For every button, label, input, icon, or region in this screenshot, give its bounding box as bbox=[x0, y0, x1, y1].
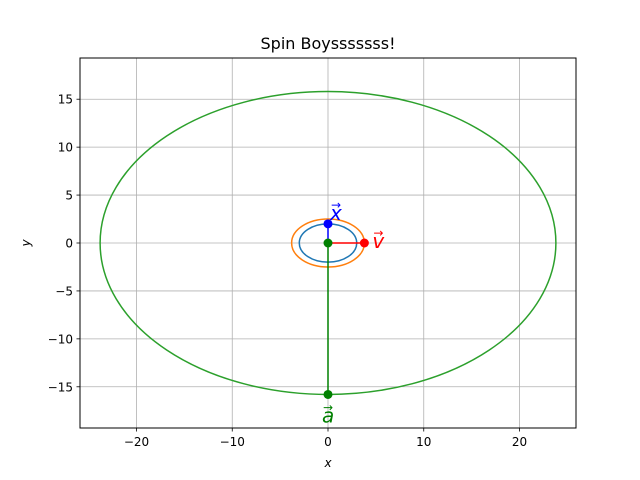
x-tick-label: 10 bbox=[416, 435, 431, 449]
vector-a-label: a bbox=[322, 403, 334, 427]
x-axis-label: x bbox=[323, 456, 332, 470]
y-tick-label: −15 bbox=[48, 380, 73, 394]
y-tick-label: 10 bbox=[58, 141, 73, 155]
x-tick-label: 20 bbox=[512, 435, 527, 449]
vector-a-tip bbox=[323, 389, 333, 399]
y-tick-label: −5 bbox=[55, 284, 73, 298]
vector-x-arrow: → bbox=[331, 198, 341, 212]
vector-v-label: v bbox=[372, 229, 385, 253]
y-tick-label: −10 bbox=[48, 332, 73, 346]
y-tick-label: 0 bbox=[65, 237, 73, 251]
vector-a-arrow: → bbox=[323, 400, 333, 414]
ticks: −20 −10 0 10 20 −15 −10 −5 0 5 10 15 bbox=[48, 93, 527, 449]
vector-x-label: x bbox=[329, 201, 342, 225]
x-tick-label: −20 bbox=[124, 435, 149, 449]
vector-v-arrow: → bbox=[373, 226, 383, 240]
vector-v-tip bbox=[359, 238, 369, 248]
y-tick-label: 5 bbox=[65, 189, 73, 203]
center-point bbox=[323, 238, 333, 248]
x-tick-label: 0 bbox=[324, 435, 332, 449]
vector-x-tip bbox=[323, 219, 333, 229]
chart-title: Spin Boysssssss! bbox=[261, 34, 396, 53]
plot-area: x→v→a→ bbox=[99, 90, 557, 427]
y-axis-label: y bbox=[19, 239, 33, 248]
x-tick-label: −10 bbox=[220, 435, 245, 449]
y-tick-label: 15 bbox=[58, 93, 73, 107]
